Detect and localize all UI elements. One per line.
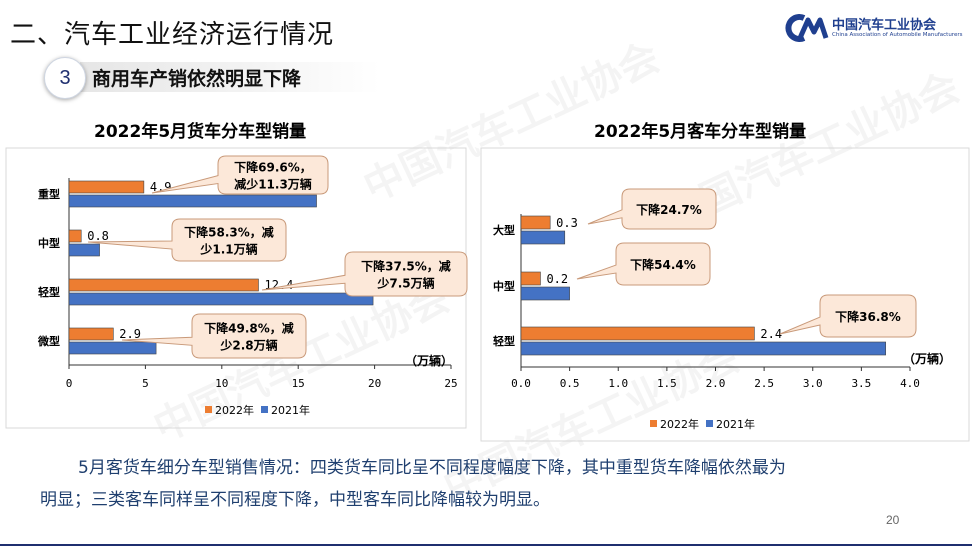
legend-swatch (650, 420, 657, 427)
category-label: 大型 (493, 223, 515, 237)
bar-2021-1 (520, 286, 570, 301)
logo-text-cn: 中国汽车工业协会 (832, 18, 937, 33)
callout: 下降36.8% (779, 294, 917, 338)
x-tick-label: 20 (368, 377, 381, 390)
chart-frame (480, 147, 970, 442)
legend-label: 2022年 (660, 417, 699, 431)
category-label: 重型 (38, 187, 60, 201)
x-tick-label: 0 (66, 377, 73, 390)
page-number: 20 (886, 513, 900, 527)
callout: 下降58.3%，减少1.1万辆 (87, 218, 287, 262)
legend-swatch (706, 420, 713, 427)
callout-shape (87, 218, 287, 262)
bar-2021-3 (68, 341, 157, 355)
x-tick-label: 3.0 (803, 377, 823, 390)
callout-text: 下降37.5%，减 (361, 259, 451, 274)
data-label: 2.4 (760, 327, 782, 341)
x-tick-label: 4.0 (900, 377, 920, 390)
callout-shape (261, 251, 468, 297)
bar-2021-2 (520, 341, 886, 356)
callout-text: 下降58.3%，减 (184, 225, 274, 240)
x-tick-label: 15 (292, 377, 305, 390)
chart-title-trucks: 2022年5月货车分车型销量 (94, 122, 307, 142)
legend-label: 2021年 (716, 417, 755, 431)
legend-swatch (261, 406, 268, 413)
data-label: 0.2 (546, 272, 568, 286)
bottom-divider (0, 544, 972, 546)
data-label: 0.8 (87, 229, 109, 243)
bar-2022-0 (520, 215, 551, 230)
callout: 下降54.4% (576, 242, 711, 286)
bar-2022-1 (68, 229, 82, 243)
callout-text: 少2.8万辆 (219, 338, 277, 353)
category-label: 微型 (37, 334, 60, 348)
x-tick-label: 1.0 (608, 377, 628, 390)
x-tick-label: 1.5 (657, 377, 677, 390)
callout-shape (779, 294, 917, 338)
cama-logo-icon (785, 14, 829, 42)
callout: 下降49.8%，减少2.8万辆 (121, 313, 307, 359)
callout: 下降37.5%，减少7.5万辆 (261, 251, 468, 297)
callout-text: 下降24.7% (636, 202, 702, 217)
summary-text: 5月客货车细分车型销售情况：四类货车同比呈不同程度幅度下降，其中重型货车降幅依然… (40, 452, 940, 516)
callout-text: 下降36.8% (835, 309, 901, 324)
cama-logo: 中国汽车工业协会 China Association of Automobile… (782, 12, 962, 44)
unit-label: （万辆） (405, 353, 453, 368)
callout-shape (576, 242, 711, 286)
x-tick-label: 10 (215, 377, 228, 390)
chart-title-buses: 2022年5月客车分车型销量 (594, 122, 807, 142)
category-label: 轻型 (493, 334, 515, 348)
x-tick-label: 2.0 (706, 377, 726, 390)
legend-swatch (205, 406, 212, 413)
bar-2021-1 (68, 243, 100, 257)
bar-2022-2 (520, 326, 755, 341)
callout-text: 下降54.4% (630, 257, 696, 272)
x-tick-label: 3.5 (851, 377, 871, 390)
callout-shape (121, 313, 307, 359)
x-tick-label: 2.5 (754, 377, 774, 390)
category-label: 中型 (493, 279, 515, 293)
legend-label: 2021年 (271, 403, 310, 417)
x-tick-label: 0.5 (560, 377, 580, 390)
category-label: 中型 (38, 236, 60, 250)
section-title: 商用车产销依然明显下降 (92, 68, 302, 90)
callout: 下降69.6%， 减少11.3万辆 (151, 155, 329, 195)
callout-shape (587, 188, 717, 230)
bar-2022-2 (68, 278, 259, 292)
bar-2021-2 (68, 292, 374, 306)
bar-2021-0 (520, 230, 566, 245)
data-label: 2.9 (119, 327, 141, 341)
callout-text: 少1.1万辆 (199, 242, 257, 257)
summary-line-2: 明显；三类客车同样呈不同程度下降，中型客车同比降幅较为明显。 (40, 490, 550, 510)
data-label: 0.3 (556, 216, 578, 230)
callout-shape (151, 155, 329, 195)
section-bar (80, 62, 380, 92)
x-tick-label: 0.0 (511, 377, 531, 390)
x-tick-label: 5 (142, 377, 149, 390)
callout-text: 减少11.3万辆 (234, 177, 312, 192)
unit-label: （万辆） (903, 351, 951, 366)
legend-label: 2022年 (215, 403, 254, 417)
callout-text: 下降49.8%，减 (204, 321, 294, 336)
callout-text: 下降69.6%， (234, 160, 312, 175)
bar-2022-3 (68, 327, 114, 341)
bar-2022-1 (520, 271, 541, 286)
callout-text: 少7.5万辆 (376, 276, 434, 291)
page-title: 二、汽车工业经济运行情况 (10, 20, 335, 50)
callout: 下降24.7% (587, 188, 717, 230)
category-label: 轻型 (38, 285, 60, 299)
x-tick-label: 25 (444, 377, 457, 390)
bar-2021-0 (68, 194, 317, 208)
section-number: 3 (44, 57, 86, 99)
bar-2022-0 (68, 180, 145, 194)
summary-line-1: 5月客货车细分车型销售情况：四类货车同比呈不同程度幅度下降，其中重型货车降幅依然… (78, 458, 786, 478)
logo-text-en: China Association of Automobile Manufact… (832, 32, 963, 38)
